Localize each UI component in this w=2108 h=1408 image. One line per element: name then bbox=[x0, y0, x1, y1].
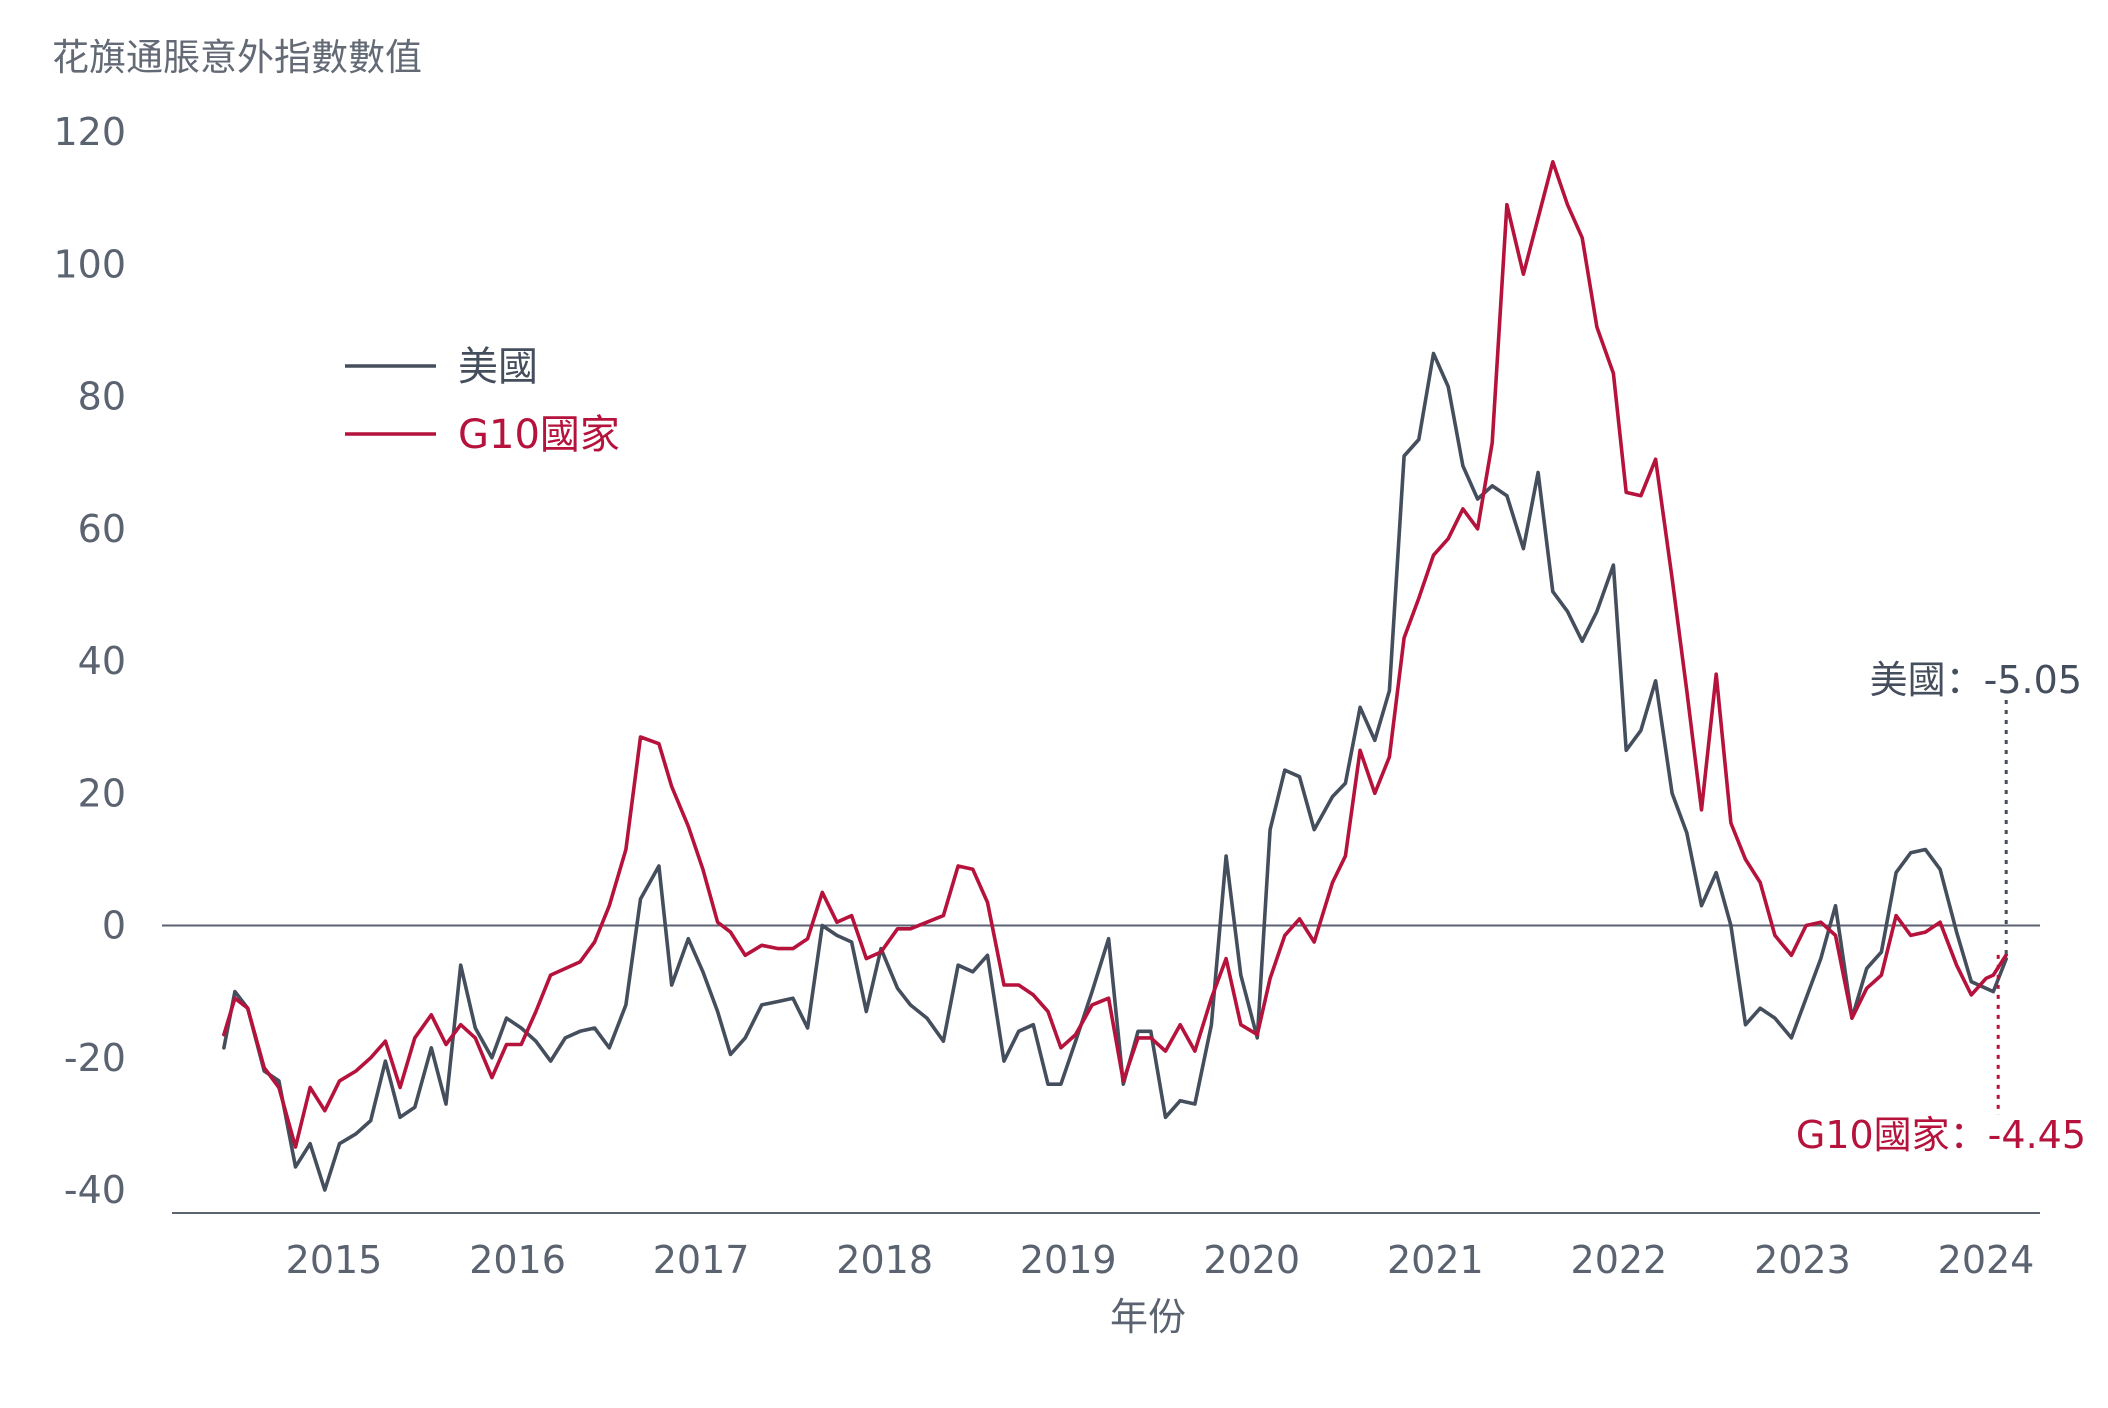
x-axis-title: 年份 bbox=[1110, 1295, 1186, 1339]
annotation-label: G10國家：-4.45 bbox=[1796, 1113, 2086, 1157]
x-tick-label: 2023 bbox=[1754, 1238, 1851, 1282]
y-tick-label: 100 bbox=[53, 242, 126, 286]
x-tick-label: 2015 bbox=[286, 1238, 383, 1282]
y-tick-label: -20 bbox=[64, 1036, 126, 1080]
annotation-label: 美國：-5.05 bbox=[1870, 658, 2082, 702]
series-group bbox=[222, 160, 2008, 1192]
y-axis-ticks: 120 100 80 60 40 20 0 -20 -40 bbox=[53, 110, 126, 1212]
x-tick-label: 2017 bbox=[653, 1238, 750, 1282]
end-value-annotations: 美國：-5.05 G10國家：-4.45 bbox=[1796, 658, 2086, 1157]
x-tick-label: 2019 bbox=[1020, 1238, 1117, 1282]
legend: 美國 G10國家 bbox=[345, 344, 620, 458]
series-line-us bbox=[222, 351, 2008, 1192]
x-tick-label: 2022 bbox=[1571, 1238, 1668, 1282]
x-tick-label: 2021 bbox=[1387, 1238, 1484, 1282]
x-tick-label: 2024 bbox=[1938, 1238, 2035, 1282]
series-line-g10 bbox=[222, 160, 2008, 1149]
legend-label: G10國家 bbox=[458, 412, 620, 458]
x-tick-label: 2018 bbox=[836, 1238, 933, 1282]
y-tick-label: 0 bbox=[102, 904, 126, 948]
y-axis-title: 花旗通脹意外指數數值 bbox=[52, 36, 422, 79]
x-axis-ticks: 2015 2016 2017 2018 2019 2020 2021 2022 2023 2024 bbox=[286, 1238, 2035, 1282]
x-tick-label: 2016 bbox=[469, 1238, 566, 1282]
y-tick-label: 20 bbox=[78, 771, 126, 815]
y-tick-label: 60 bbox=[78, 507, 126, 551]
x-tick-label: 2020 bbox=[1203, 1238, 1300, 1282]
y-tick-label: -40 bbox=[64, 1168, 126, 1212]
y-tick-label: 80 bbox=[78, 375, 126, 419]
y-tick-label: 120 bbox=[53, 110, 126, 154]
legend-label: 美國 bbox=[458, 344, 538, 390]
y-tick-label: 40 bbox=[78, 639, 126, 683]
